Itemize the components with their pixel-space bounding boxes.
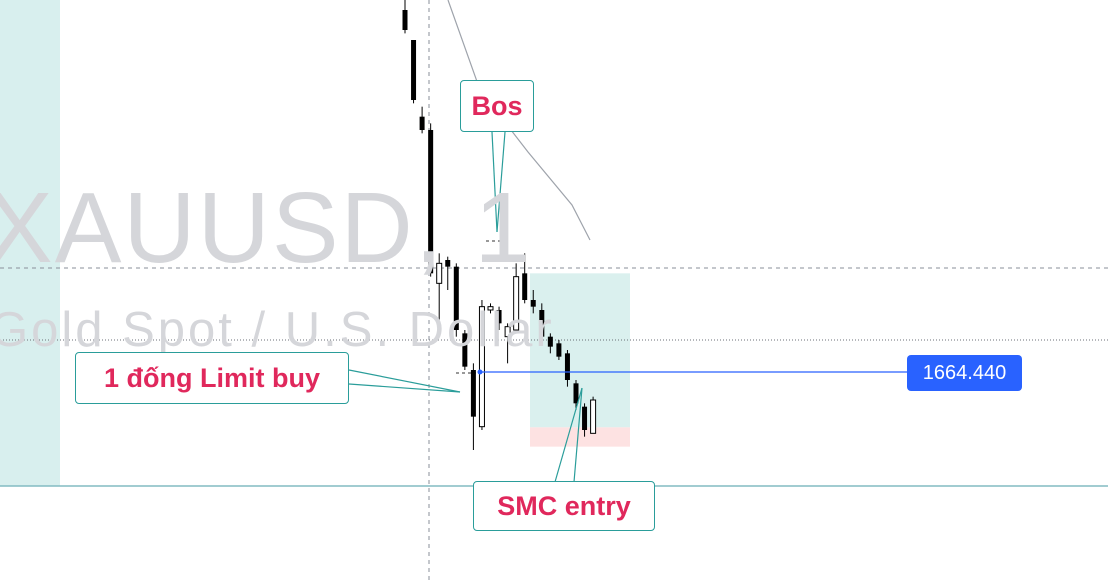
candle-body [402,10,408,30]
candle [547,333,553,354]
candle-body [539,310,545,337]
candle-body [496,310,502,324]
candle [556,340,562,360]
candle [522,253,528,304]
candle-body [487,306,494,311]
candle-body [513,276,520,331]
callout-smc-pointer [573,387,583,483]
candle-body [504,326,511,338]
candle-body [419,116,425,130]
candle [445,256,451,290]
candle [504,323,511,364]
stop-zone [530,427,630,447]
callout-bos-pointer [496,131,506,233]
candle-body [478,306,485,428]
candle-body [522,273,528,300]
candle [582,403,588,437]
candle-body [453,266,459,330]
callout-smc-entry[interactable]: SMC entry [473,481,655,531]
trend-line[interactable] [447,0,591,241]
candle [470,363,476,450]
candle [573,380,579,410]
candle-body [582,406,588,430]
candle-body [411,40,417,100]
watermark-description: Gold Spot / U.S. Dollar [0,303,555,357]
callout-limit-pointer [348,369,461,393]
candle [590,396,597,434]
candle-body [470,370,476,417]
candle [462,330,468,370]
callout-bos-pointer [491,131,498,233]
callout-limit-buy[interactable]: 1 đống Limit buy [75,352,349,404]
callout-limit-pointer [348,383,461,393]
candle-body [573,383,579,404]
candles-group [402,0,597,450]
candle [478,300,485,430]
candle-body [564,353,570,380]
candle-body [530,300,536,307]
candle [453,263,459,337]
price-axis-label[interactable]: 1664.440 [907,355,1022,391]
candle [411,40,417,104]
candle-body [547,336,553,347]
candle [496,306,502,330]
candle [564,350,570,387]
candle [530,290,536,314]
callout-bos[interactable]: Bos [460,80,534,132]
session-band [0,0,60,486]
candle-body [445,260,451,267]
candle [487,303,494,314]
candle [402,0,408,34]
candle-body [436,262,443,284]
target-zone [530,273,630,428]
candle [436,253,443,320]
candle [419,106,425,134]
candle-body [428,130,434,274]
candle [513,263,520,331]
entry-point[interactable] [477,369,483,375]
candle [428,123,434,277]
callout-smc-pointer [554,387,583,483]
candle-body [590,399,597,434]
candle-body [462,333,468,367]
candle [539,303,545,344]
watermark-symbol: XAUUSD, 1 [0,172,532,284]
candle-body [556,343,562,357]
